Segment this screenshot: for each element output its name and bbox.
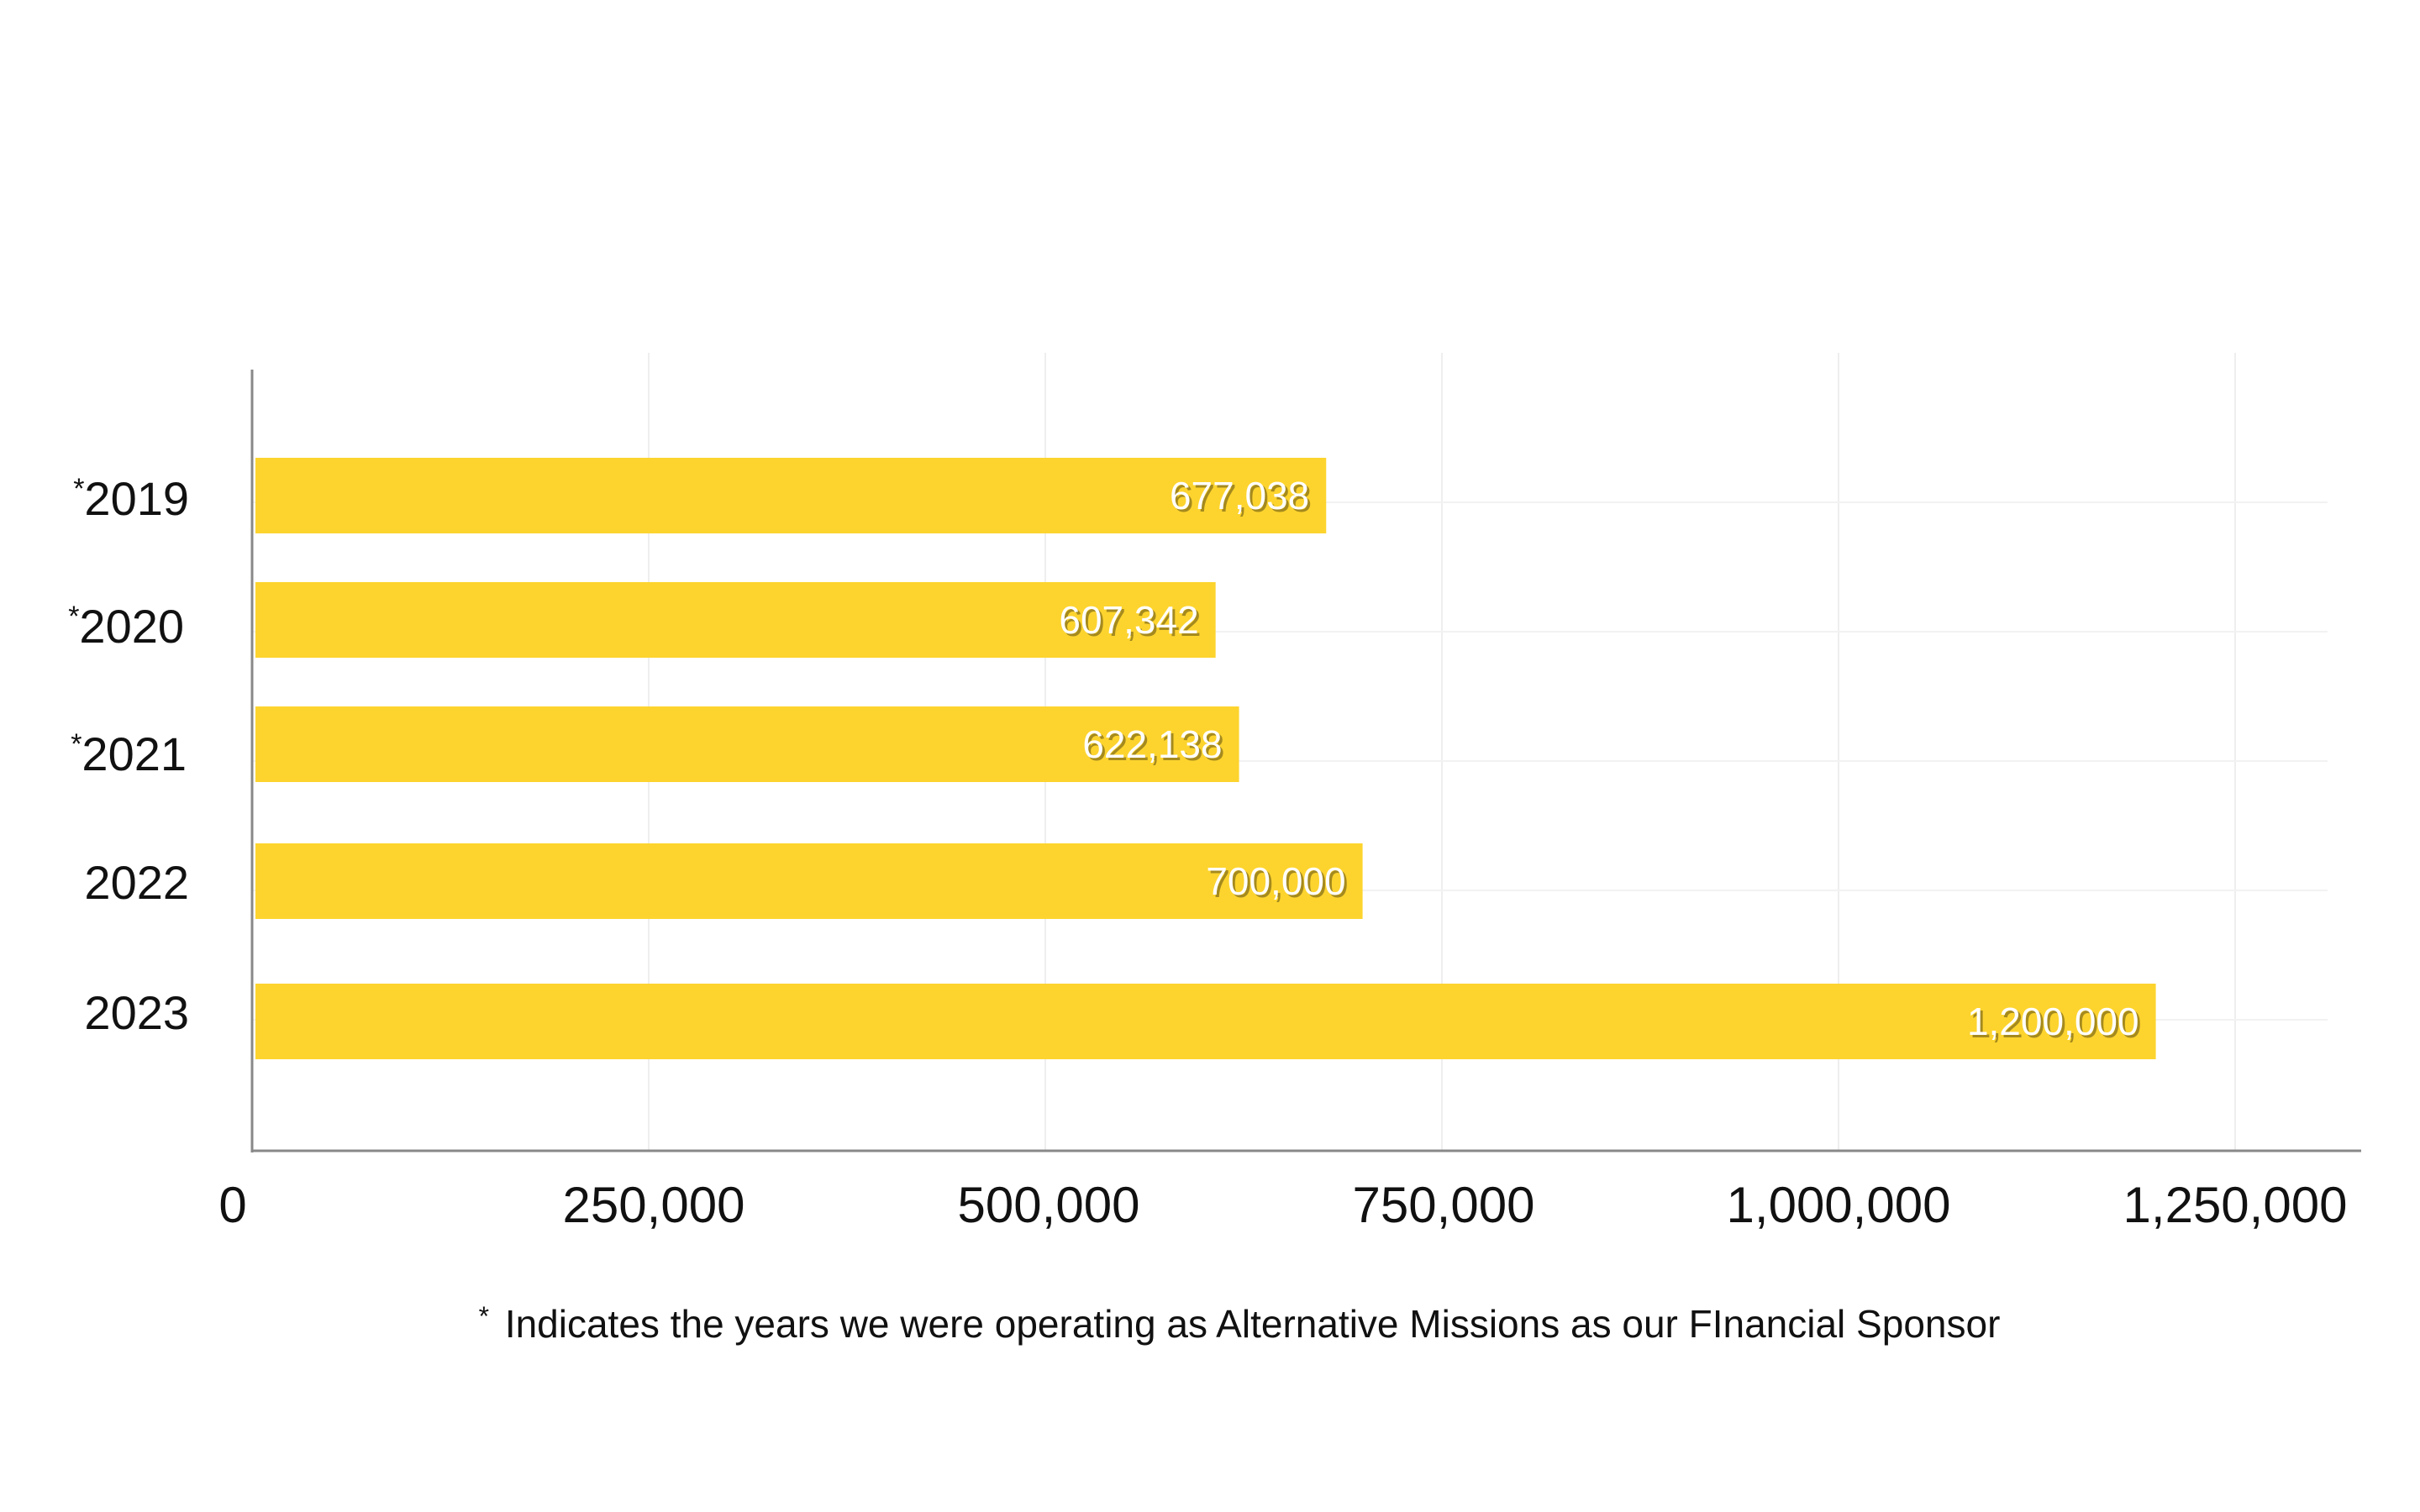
category-year: 2020 xyxy=(79,600,184,653)
data-label-shadow: 1,200,000 xyxy=(1970,1002,2142,1046)
category-asterisk: * xyxy=(71,728,82,760)
data-labels: 677,038677,038607,342607,342622,138622,1… xyxy=(1059,474,2141,1046)
category-asterisk: * xyxy=(68,601,79,633)
category-label-2020: *2020 xyxy=(68,600,184,653)
bar-2020 xyxy=(255,582,1216,658)
category-label-2023: 2023 xyxy=(84,986,189,1039)
category-asterisk: * xyxy=(73,473,84,505)
x-tick-label: 0 xyxy=(218,1177,246,1233)
bar-2019 xyxy=(255,458,1327,533)
footnote: * Indicates the years we were operating … xyxy=(479,1290,2001,1346)
data-label: 1,200,000 xyxy=(1967,1000,2139,1043)
data-label: 607,342 xyxy=(1059,598,1198,642)
data-label-shadow: 607,342 xyxy=(1061,601,1201,644)
data-label-shadow: 622,138 xyxy=(1085,725,1224,769)
category-year: 2019 xyxy=(84,472,189,525)
x-tick-label: 1,250,000 xyxy=(2123,1177,2348,1233)
x-tick-labels: 0 250,000 500,000 750,000 1,000,000 1,250,000 xyxy=(218,1177,2347,1233)
data-label: 700,000 xyxy=(1206,859,1345,903)
category-label-2022: 2022 xyxy=(84,856,189,909)
data-label-shadow: 677,038 xyxy=(1172,476,1312,520)
bar-2022 xyxy=(255,843,1363,919)
data-label-shadow: 700,000 xyxy=(1208,862,1348,906)
axes xyxy=(250,370,2361,1152)
bars xyxy=(255,458,2156,1059)
x-tick-label: 1,000,000 xyxy=(1727,1177,1951,1233)
data-label: 622,138 xyxy=(1082,722,1222,766)
category-label-2019: *2019 xyxy=(73,472,189,525)
footnote-asterisk: * xyxy=(479,1301,489,1331)
category-year: 2021 xyxy=(82,727,187,780)
footnote-text: Indicates the years we were operating as… xyxy=(505,1302,2001,1346)
category-label-2021: *2021 xyxy=(71,727,187,780)
x-tick-label: 250,000 xyxy=(563,1177,745,1233)
data-label: 677,038 xyxy=(1170,474,1309,517)
bar-2021 xyxy=(255,706,1239,782)
x-tick-label: 750,000 xyxy=(1353,1177,1535,1233)
x-tick-label: 500,000 xyxy=(958,1177,1140,1233)
bar-2023 xyxy=(255,984,2156,1059)
